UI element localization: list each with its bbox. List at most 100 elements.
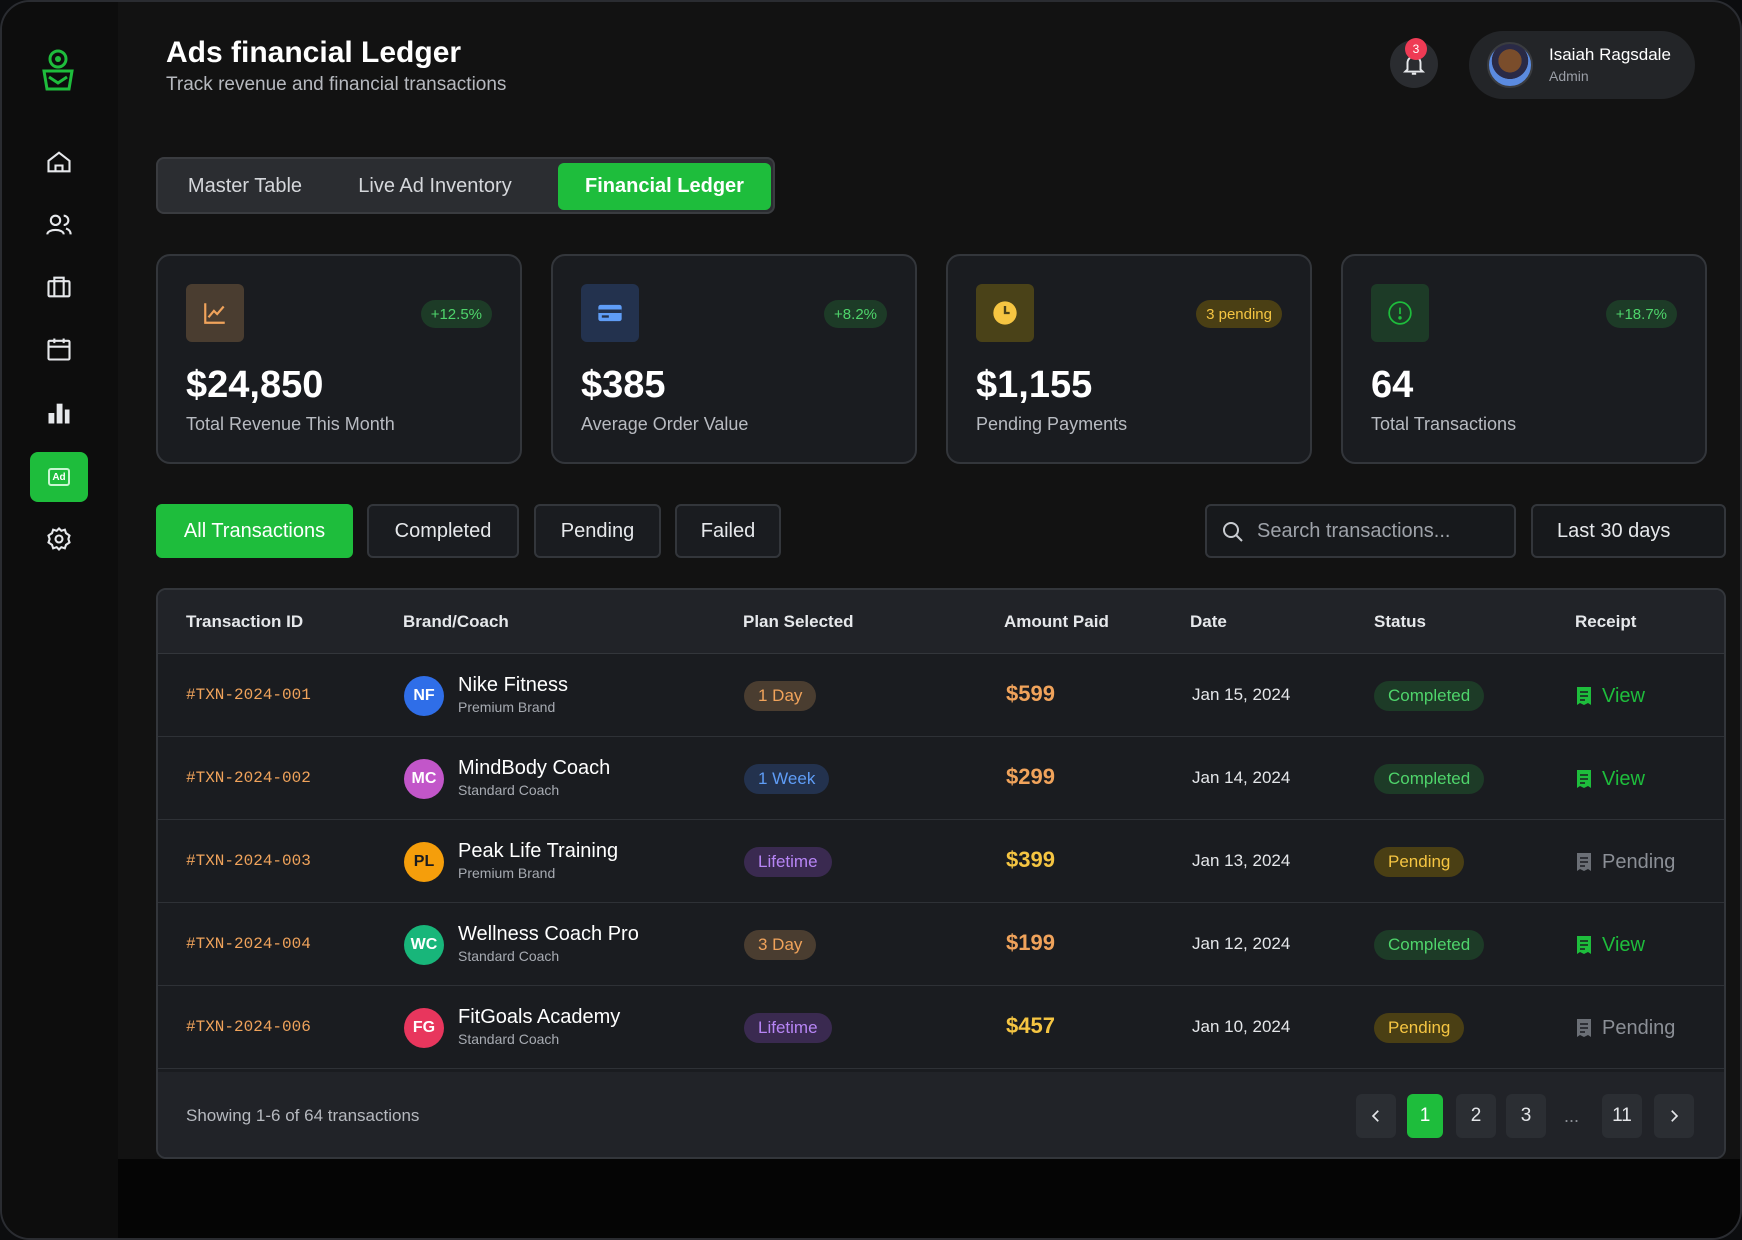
brand-name: Nike Fitness (458, 674, 569, 696)
plan-badge: 1 Day (744, 681, 817, 711)
trend-badge: +8.2% (824, 300, 887, 328)
clock-icon (976, 284, 1034, 342)
users-icon (46, 214, 72, 235)
plan-badge: Lifetime (744, 847, 832, 877)
brand-avatar: WC (404, 925, 444, 965)
filter-failed[interactable]: Failed (675, 504, 781, 558)
tab-master-table[interactable]: Master Table (187, 175, 303, 197)
table-row[interactable]: #TXN-2024-004 WC Wellness Coach Pro Stan… (158, 903, 1724, 986)
table-row[interactable]: #TXN-2024-006 FG FitGoals Academy Standa… (158, 986, 1724, 1069)
ad-icon: Ad (48, 468, 70, 486)
user-menu[interactable]: Isaiah Ragsdale Admin (1469, 31, 1695, 99)
plan-badge: 3 Day (744, 930, 817, 960)
table-header: Transaction ID Brand/Coach Plan Selected… (158, 590, 1724, 654)
tab-financial-ledger[interactable]: Financial Ledger (558, 163, 771, 210)
column-header: Amount Paid (1004, 612, 1109, 631)
brand-type: Premium Brand (458, 865, 556, 881)
stat-value: $24,850 (186, 364, 324, 406)
search-icon (1223, 522, 1243, 542)
sidebar-item-home[interactable] (30, 137, 88, 187)
page-11-button[interactable]: 11 (1602, 1094, 1642, 1138)
view-tabs: Master Table Live Ad Inventory Financial… (156, 157, 775, 214)
receipt-label: Pending (1602, 1016, 1676, 1039)
receipt-label: View (1602, 933, 1645, 956)
user-role: Admin (1549, 68, 1589, 84)
filter-pending[interactable]: Pending (534, 504, 661, 558)
receipt-view-link[interactable]: View (1576, 681, 1645, 711)
stat-value: $1,155 (976, 364, 1093, 406)
user-name: Isaiah Ragsdale (1549, 45, 1671, 64)
transaction-date: Jan 12, 2024 (1192, 934, 1291, 953)
bar-chart-icon (48, 403, 70, 424)
amount-paid: $599 (1006, 681, 1055, 706)
status-badge: Completed (1374, 930, 1485, 960)
brand-type: Standard Coach (458, 1031, 560, 1047)
prev-page-button[interactable] (1356, 1094, 1396, 1138)
sidebar-item-settings[interactable] (30, 514, 88, 564)
brand-avatar: NF (404, 676, 444, 716)
tab-live-ad-inventory[interactable]: Live Ad Inventory (358, 175, 512, 197)
amount-paid: $457 (1006, 1013, 1055, 1038)
sidebar-item-analytics[interactable] (30, 388, 88, 438)
table-row[interactable]: #TXN-2024-003 PL Peak Life Training Prem… (158, 820, 1724, 903)
amount-paid: $299 (1006, 764, 1055, 789)
plan-badge: 1 Week (744, 764, 830, 794)
sidebar-item-ads[interactable]: Ad (30, 452, 88, 502)
transaction-date: Jan 13, 2024 (1192, 851, 1291, 870)
transaction-id: #TXN-2024-002 (186, 769, 311, 787)
stat-value: 64 (1371, 364, 1414, 406)
amount-paid: $399 (1006, 847, 1055, 872)
column-header: Plan Selected (743, 612, 854, 631)
receipt-icon (1577, 687, 1591, 705)
transactions-table: Transaction ID Brand/Coach Plan Selected… (156, 588, 1726, 1159)
chevron-right-icon (1671, 1110, 1679, 1122)
transaction-date: Jan 15, 2024 (1192, 685, 1291, 704)
sidebar-item-users[interactable] (30, 200, 88, 250)
stat-card-pending-payments: 3 pending $1,155 Pending Payments (946, 254, 1312, 464)
trend-badge: +12.5% (420, 300, 492, 328)
sidebar-item-briefcase[interactable] (30, 262, 88, 312)
brand-type: Premium Brand (458, 699, 556, 715)
receipt-icon (1577, 770, 1591, 788)
stat-card-revenue: +12.5% $24,850 Total Revenue This Month (156, 254, 522, 464)
home-icon (47, 151, 71, 173)
next-page-button[interactable] (1654, 1094, 1694, 1138)
receipt-icon (1577, 853, 1591, 871)
page-1-button[interactable]: 1 (1407, 1094, 1443, 1138)
table-footer: Showing 1-6 of 64 transactions 1 2 3 ...… (158, 1072, 1724, 1157)
status-badge: Pending (1374, 847, 1465, 877)
gear-icon (47, 527, 71, 551)
column-header: Transaction ID (186, 612, 304, 631)
date-range-select[interactable]: Last 30 days (1531, 504, 1726, 558)
filter-completed[interactable]: Completed (367, 504, 519, 558)
table-row[interactable]: #TXN-2024-002 MC MindBody Coach Standard… (158, 737, 1724, 820)
receipt-pending: Pending (1576, 1013, 1675, 1043)
brand-name: Wellness Coach Pro (458, 923, 639, 945)
stat-label: Total Transactions (1371, 414, 1517, 434)
table-row[interactable]: #TXN-2024-001 NF Nike Fitness Premium Br… (158, 654, 1724, 737)
transaction-date: Jan 14, 2024 (1192, 768, 1291, 787)
page-2-button[interactable]: 2 (1456, 1094, 1496, 1138)
bottom-strip (118, 1159, 1740, 1238)
plan-badge: Lifetime (744, 1013, 832, 1043)
filter-all-transactions[interactable]: All Transactions (156, 504, 353, 558)
trend-badge: +18.7% (1605, 300, 1677, 328)
receipt-view-link[interactable]: View (1576, 930, 1645, 960)
receipt-view-link[interactable]: View (1576, 764, 1645, 794)
column-header: Receipt (1575, 612, 1637, 631)
status-badge: Pending (1374, 1013, 1465, 1043)
sidebar-item-calendar[interactable] (30, 324, 88, 374)
stat-card-total-transactions: +18.7% 64 Total Transactions (1341, 254, 1707, 464)
receipt-pending: Pending (1576, 847, 1675, 877)
brand-type: Standard Coach (458, 948, 560, 964)
page-subtitle: Track revenue and financial transactions (166, 74, 507, 95)
page-3-button[interactable]: 3 (1506, 1094, 1546, 1138)
search-input[interactable]: Search transactions... (1205, 504, 1516, 558)
pending-badge: 3 pending (1196, 300, 1282, 328)
transaction-id: #TXN-2024-006 (186, 1018, 311, 1036)
logo-icon (42, 49, 74, 91)
brand-name: Peak Life Training (458, 840, 619, 862)
pagination-ellipsis: ... (1564, 1106, 1580, 1126)
brand-type: Standard Coach (458, 782, 560, 798)
